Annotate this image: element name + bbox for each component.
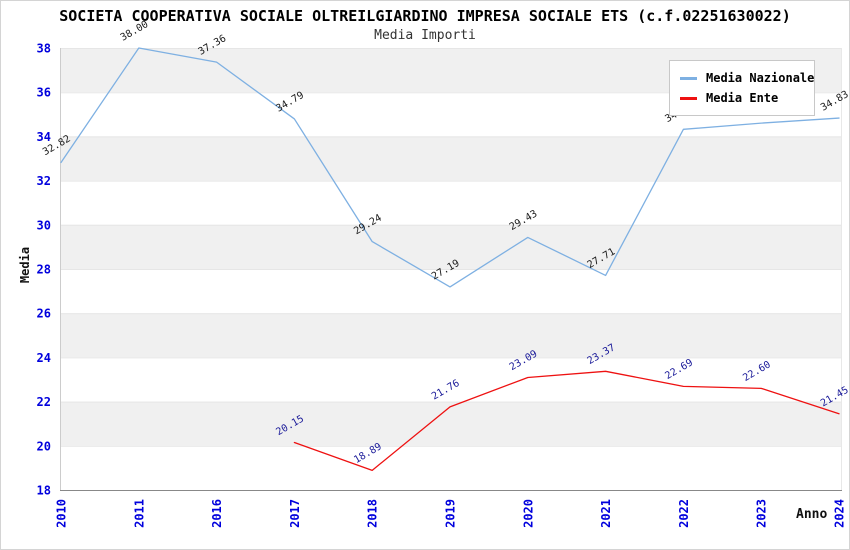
y-tick-label: 38 [37,42,51,56]
legend-item-media-nazionale: Media Nazionale [680,68,814,88]
x-tick-label: 2022 [677,499,691,528]
plot-band [60,401,842,446]
x-tick-label: 2023 [755,499,769,528]
x-tick-label: 2020 [521,499,535,528]
x-tick-label: 2016 [210,499,224,528]
y-tick-label: 30 [37,218,51,232]
y-tick-label: 34 [37,130,51,144]
y-tick-label: 22 [37,395,51,409]
x-axis-title: Anno [796,507,828,522]
plot-band [60,269,842,314]
media-nazionale-line [60,47,840,288]
y-tick-label: 32 [37,174,51,188]
y-tick-label: 24 [37,351,51,365]
x-tick-label: 2021 [599,499,613,528]
legend-item-media-ente: Media Ente [680,88,806,108]
chart-title: SOCIETA COOPERATIVA SOCIALE OLTREILGIARD… [59,7,791,25]
x-tick-label: 2010 [55,499,69,528]
plot-band [60,136,842,181]
x-tick-label: 2017 [288,499,302,528]
plot-band [60,357,842,402]
y-tick-label: 26 [37,307,51,321]
media-ente-line-swatch [680,96,697,100]
media-ente-line [293,370,840,471]
media-nazionale-line-swatch [680,76,697,80]
y-tick-label: 36 [37,86,51,100]
chart-subtitle: Media Importi [374,28,476,43]
x-tick-label: 2019 [444,499,458,528]
x-tick-label: 2024 [833,499,847,528]
x-tick-label: 2018 [366,499,380,528]
plot-band [60,445,842,490]
x-tick-label: 2011 [132,499,146,528]
plot-band [60,224,842,269]
legend-label-media-ente: Media Ente [706,91,779,105]
media-nazionale-value-label: 38.00 [119,19,151,44]
plot-band [60,180,842,225]
plot-band [60,313,842,358]
legend-label-media-nazionale: Media Nazionale [706,71,815,85]
legend: Media Nazionale Media Ente [669,60,815,116]
y-tick-label: 18 [37,484,51,498]
y-tick-label: 28 [37,263,51,277]
y-tick-label: 20 [37,439,51,453]
y-axis-title: Media [18,246,32,284]
